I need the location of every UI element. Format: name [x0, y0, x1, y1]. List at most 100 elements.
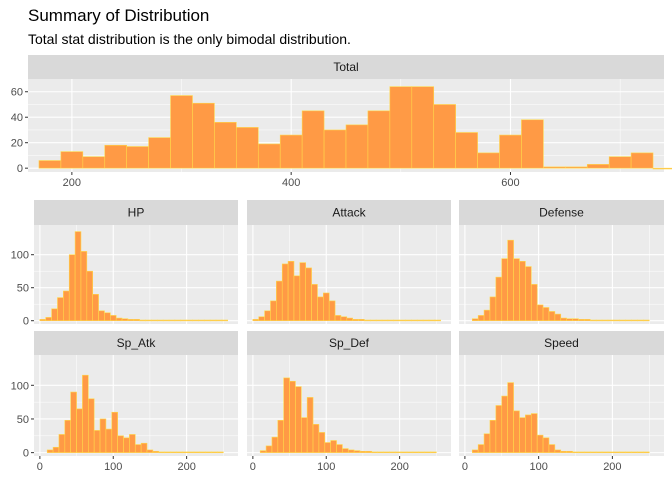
bar-defense-1 — [477, 315, 485, 322]
bar-sp-def-7 — [301, 417, 308, 453]
y-tick-label-hp: 0 — [23, 316, 29, 328]
bar-speed-17 — [572, 451, 579, 454]
bar-sp-atk-19 — [158, 451, 165, 454]
bar-attack-11 — [317, 296, 324, 322]
bar-attack-3 — [270, 300, 277, 321]
bar-total-7 — [192, 102, 215, 169]
bar-speed-9 — [525, 414, 532, 453]
bar-speed-13 — [548, 444, 556, 453]
bar-total-28 — [652, 167, 672, 170]
bar-sp-def-5 — [289, 380, 296, 453]
bar-defense-2 — [483, 309, 491, 322]
bar-total-16 — [389, 86, 413, 169]
bar-hp-26 — [192, 319, 199, 322]
bar-sp-def-0 — [259, 450, 267, 453]
bar-hp-31 — [221, 319, 229, 322]
bar-sp-atk-12 — [117, 435, 124, 453]
bar-sp-def-10 — [318, 432, 326, 453]
bar-speed-0 — [471, 449, 479, 453]
bar-hp-2 — [51, 308, 58, 322]
bar-sp-def-6 — [295, 386, 302, 453]
bar-attack-30 — [428, 319, 436, 322]
bar-sp-def-25 — [406, 451, 414, 454]
bar-hp-7 — [80, 251, 88, 321]
bar-total-18 — [433, 104, 456, 169]
bar-hp-17 — [139, 319, 146, 322]
bar-sp-def-23 — [394, 451, 402, 454]
bar-speed-7 — [513, 410, 520, 453]
bar-defense-5 — [501, 258, 508, 322]
bar-sp-atk-14 — [129, 434, 136, 453]
bar-hp-10 — [98, 310, 105, 321]
bar-hp-0 — [39, 319, 47, 322]
bar-attack-8 — [299, 262, 307, 321]
bar-sp-def-17 — [359, 450, 367, 453]
facet-label-defense: Defense — [539, 206, 584, 220]
bar-total-8 — [214, 122, 237, 169]
bar-defense-27 — [631, 319, 638, 322]
bar-attack-4 — [276, 280, 283, 322]
bar-hp-6 — [74, 231, 82, 322]
bar-attack-24 — [393, 319, 400, 322]
bar-attack-18 — [358, 319, 365, 322]
bar-total-14 — [345, 124, 369, 169]
bar-sp-atk-24 — [187, 451, 195, 454]
bar-speed-3 — [489, 420, 497, 453]
bar-sp-def-16 — [353, 450, 361, 453]
bar-speed-28 — [637, 451, 644, 454]
bar-sp-def-8 — [306, 397, 314, 453]
bar-attack-10 — [311, 284, 318, 321]
bar-hp-12 — [110, 315, 117, 322]
bar-speed-2 — [483, 433, 491, 453]
bar-sp-atk-10 — [105, 428, 113, 453]
bar-hp-29 — [209, 319, 217, 322]
bar-speed-14 — [554, 449, 562, 453]
x-tick-label-total: 600 — [501, 177, 519, 189]
y-tick-label-hp: 50 — [17, 283, 29, 295]
bar-total-21 — [499, 134, 522, 169]
bar-sp-atk-11 — [111, 411, 118, 453]
bar-attack-14 — [334, 315, 342, 322]
x-tick-label-sp-atk: 0 — [37, 461, 43, 473]
bar-sp-atk-26 — [199, 451, 207, 454]
y-tick-label-sp-atk: 50 — [17, 414, 29, 426]
bar-total-15 — [367, 110, 391, 169]
bar-attack-29 — [422, 319, 430, 322]
bar-sp-atk-27 — [205, 451, 212, 454]
bar-sp-atk-29 — [217, 451, 224, 454]
bar-sp-def-24 — [400, 451, 408, 454]
bar-sp-def-11 — [324, 442, 331, 453]
bar-sp-atk-6 — [82, 374, 89, 453]
bar-attack-13 — [328, 300, 336, 321]
bar-attack-9 — [305, 267, 312, 321]
bar-defense-11 — [536, 304, 544, 321]
bar-defense-16 — [566, 318, 573, 322]
bar-sp-def-29 — [430, 451, 437, 454]
bar-hp-16 — [133, 319, 140, 322]
bar-sp-atk-20 — [164, 451, 171, 454]
bar-total-24 — [565, 166, 588, 169]
bar-defense-29 — [643, 319, 650, 322]
bar-sp-atk-3 — [64, 420, 71, 453]
bar-speed-19 — [584, 451, 591, 454]
bar-defense-7 — [513, 258, 520, 322]
bar-sp-atk-23 — [181, 451, 189, 454]
facet-strip-sp-def — [247, 331, 451, 355]
bar-sp-def-2 — [271, 436, 279, 453]
bar-attack-1 — [258, 316, 265, 321]
y-tick-label-sp-atk: 0 — [23, 448, 29, 460]
bar-defense-14 — [554, 313, 562, 322]
bar-defense-20 — [589, 319, 597, 322]
bar-sp-atk-21 — [170, 451, 177, 454]
x-tick-label-sp-atk: 100 — [104, 461, 122, 473]
y-tick-label-total: 60 — [11, 87, 23, 99]
bar-hp-28 — [203, 319, 211, 322]
facet-strip-attack — [247, 200, 451, 225]
bar-attack-23 — [387, 319, 395, 322]
chart-subtitle: Total stat distribution is the only bimo… — [28, 31, 351, 47]
bar-speed-15 — [560, 450, 567, 453]
bar-speed-1 — [477, 444, 485, 453]
bar-hp-15 — [127, 319, 135, 322]
facet-label-speed: Speed — [544, 336, 579, 350]
bar-total-25 — [586, 164, 610, 169]
